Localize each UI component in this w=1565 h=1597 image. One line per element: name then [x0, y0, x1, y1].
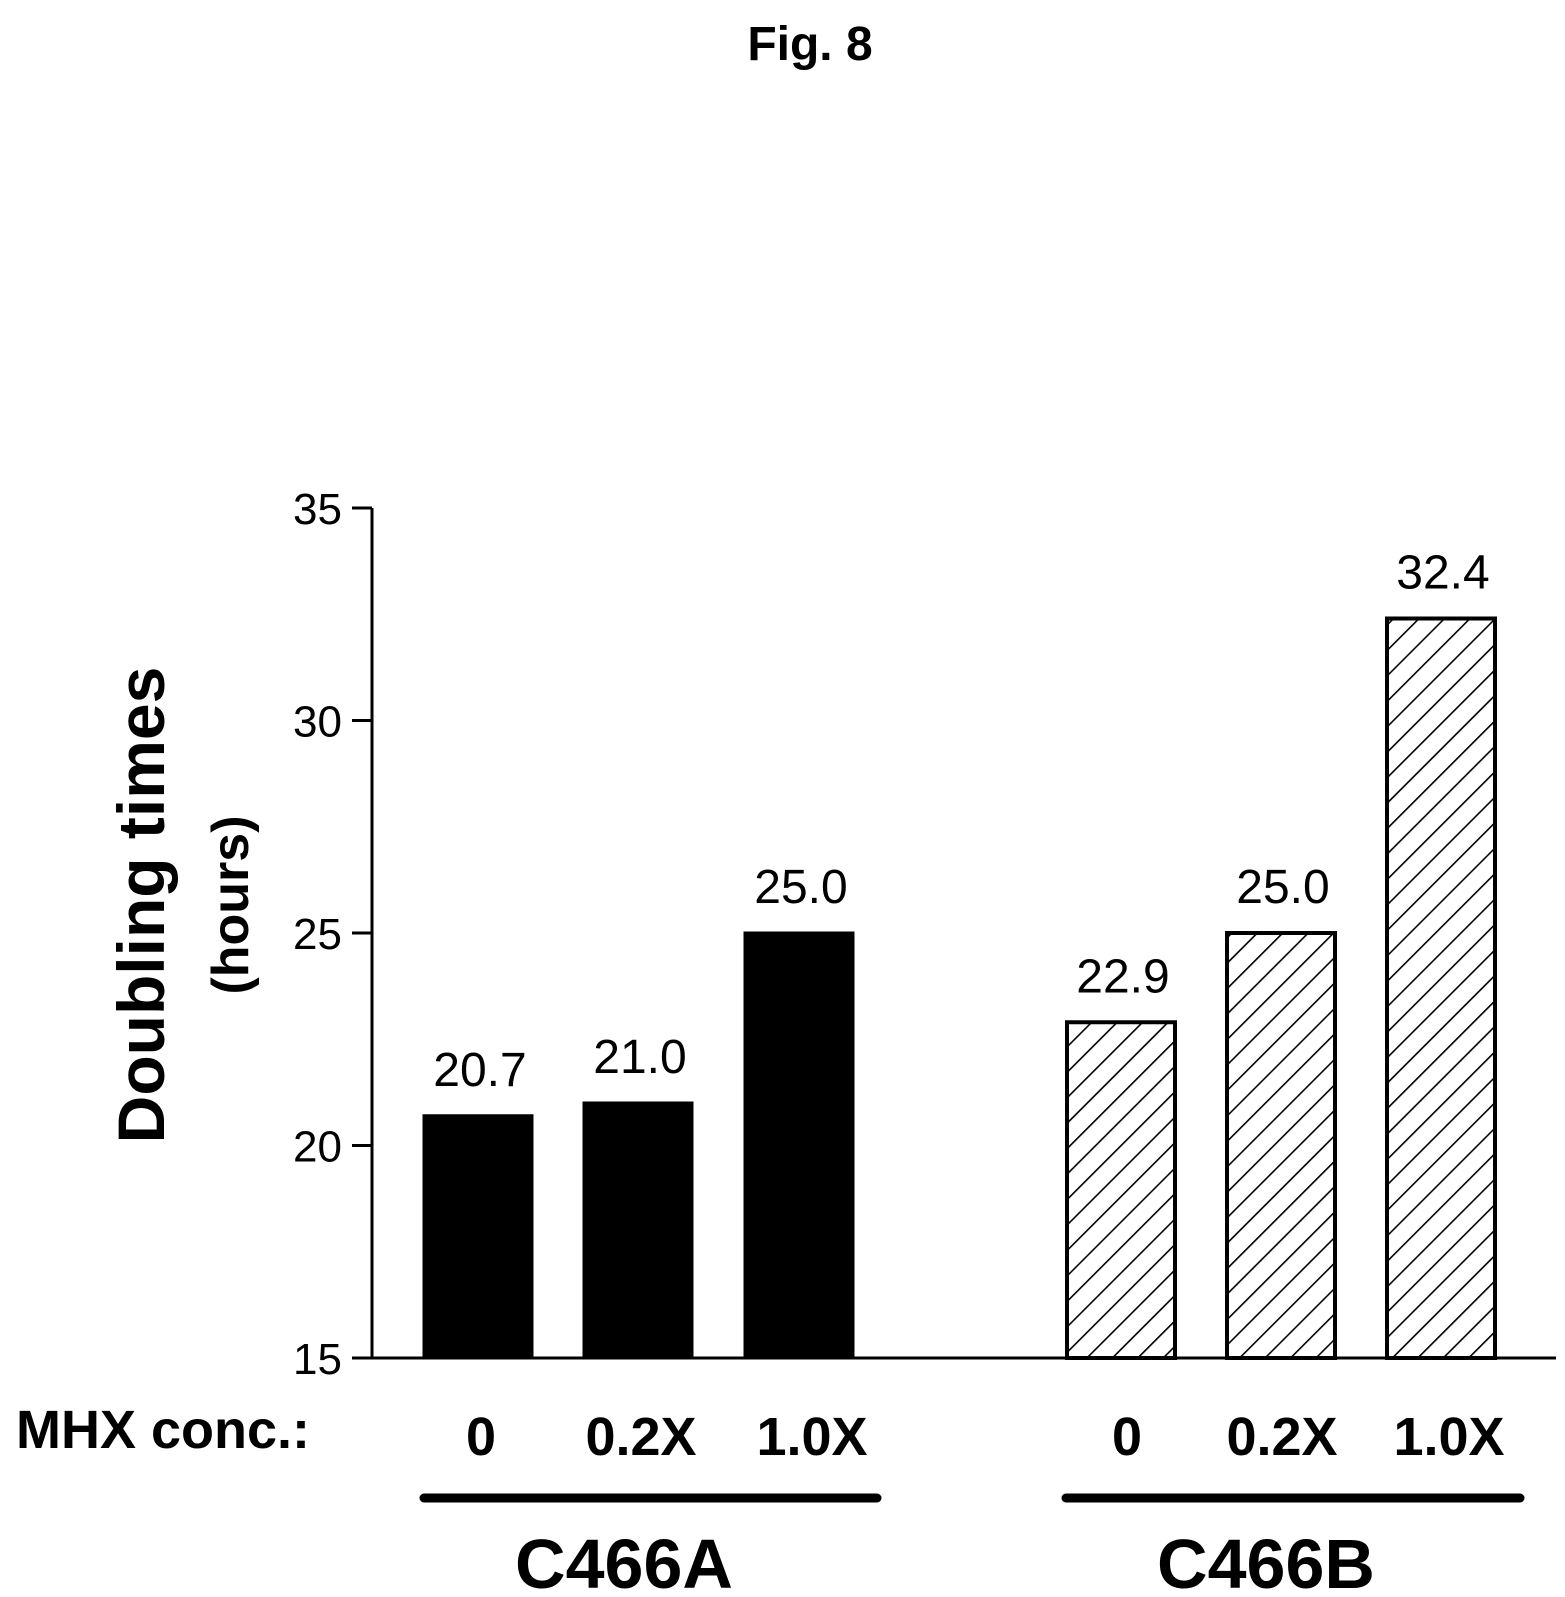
x-category-label: 1.0X: [1393, 1407, 1504, 1467]
data-label: 20.7: [433, 1044, 526, 1097]
bar-c466a-2: [743, 931, 855, 1360]
y-tick-label: 30: [293, 698, 342, 747]
data-labels: 20.7 21.0 25.0 22.9 25.0 32.4: [433, 547, 1489, 1097]
x-category-label: 0.2X: [585, 1407, 696, 1467]
x-category-label: 0: [466, 1407, 496, 1467]
data-label: 25.0: [1236, 861, 1329, 914]
bar-c466b-2: [1385, 616, 1497, 1360]
bar-c466a-1: [582, 1101, 694, 1360]
data-label: 21.0: [593, 1031, 686, 1084]
data-label: 22.9: [1076, 950, 1169, 1003]
y-tick-label: 15: [293, 1335, 342, 1384]
data-label: 32.4: [1396, 547, 1489, 600]
y-tick-label: 20: [293, 1123, 342, 1172]
bar-c466b-0: [1065, 1020, 1177, 1360]
x-category-label: 0.2X: [1226, 1407, 1337, 1467]
group-markers: C466A C466B: [419, 1493, 1525, 1597]
x-axis-category-labels: 0 0.2X 1.0X 0 0.2X 1.0X: [466, 1407, 1505, 1467]
figure-title: Fig. 8: [747, 18, 872, 71]
x-category-label: 0: [1112, 1407, 1142, 1467]
y-axis-ticks: 15 20 25 30 35: [293, 485, 372, 1384]
bars: [422, 616, 1497, 1360]
x-category-label: 1.0X: [756, 1407, 867, 1467]
group-label: C466B: [1157, 1525, 1375, 1597]
group-label: C466A: [515, 1525, 733, 1597]
y-tick-label: 35: [293, 485, 342, 534]
y-axis-subtitle: (hours): [202, 815, 260, 994]
y-tick-label: 25: [293, 910, 342, 959]
data-label: 25.0: [754, 861, 847, 914]
bar-c466b-1: [1225, 931, 1337, 1360]
y-axis-title: Doubling times: [104, 667, 178, 1144]
x-axis-title: MHX conc.:: [16, 1400, 310, 1460]
bar-c466a-0: [422, 1114, 534, 1360]
